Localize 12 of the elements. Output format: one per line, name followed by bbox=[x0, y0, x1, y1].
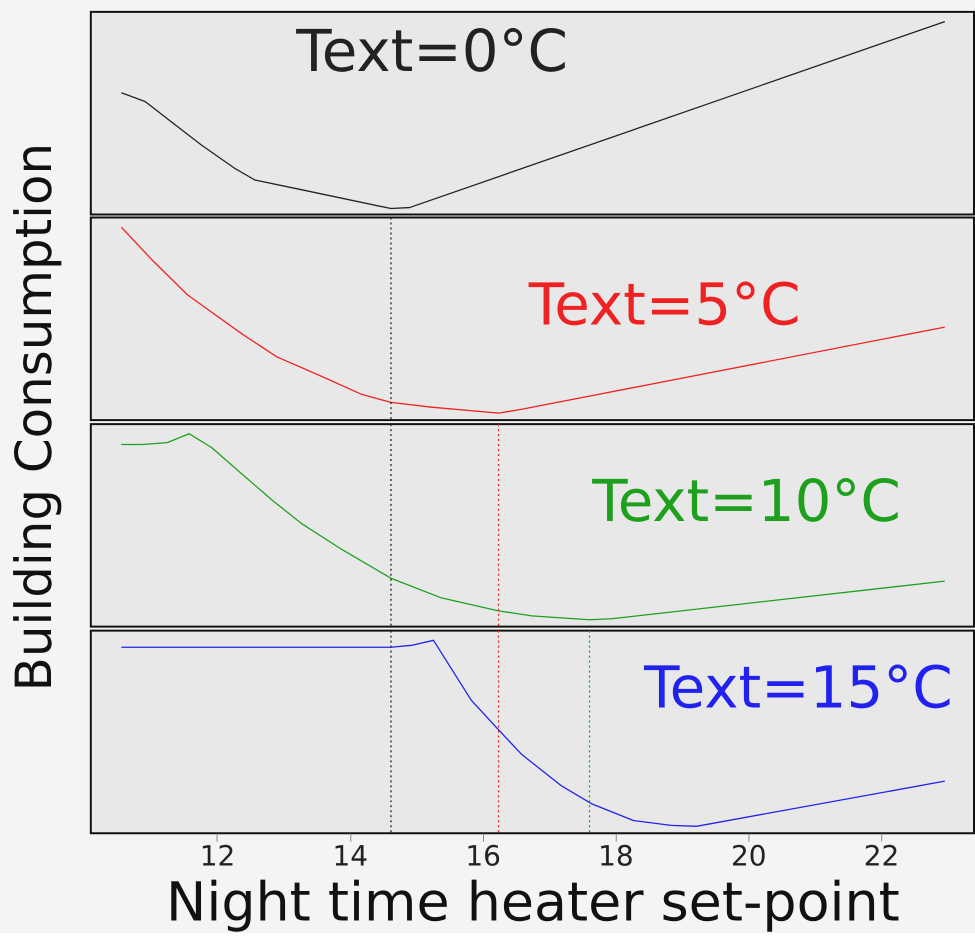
annotation: Text=10°C bbox=[591, 466, 901, 535]
annotation: Text=5°C bbox=[528, 270, 800, 338]
x-tick-label: 20 bbox=[730, 840, 767, 873]
x-tick-label: 16 bbox=[465, 840, 501, 873]
x-tick-label: 18 bbox=[598, 840, 634, 873]
annotation: Text=15°C bbox=[643, 654, 953, 722]
y-axis-title: Building Consumption bbox=[4, 142, 63, 692]
x-tick-label: 22 bbox=[864, 840, 900, 873]
x-axis-title: Night time heater set-point bbox=[166, 870, 900, 934]
x-tick-label: 14 bbox=[332, 840, 368, 873]
annotation: Text=0°C bbox=[295, 16, 568, 85]
x-tick-label: 12 bbox=[200, 840, 236, 873]
